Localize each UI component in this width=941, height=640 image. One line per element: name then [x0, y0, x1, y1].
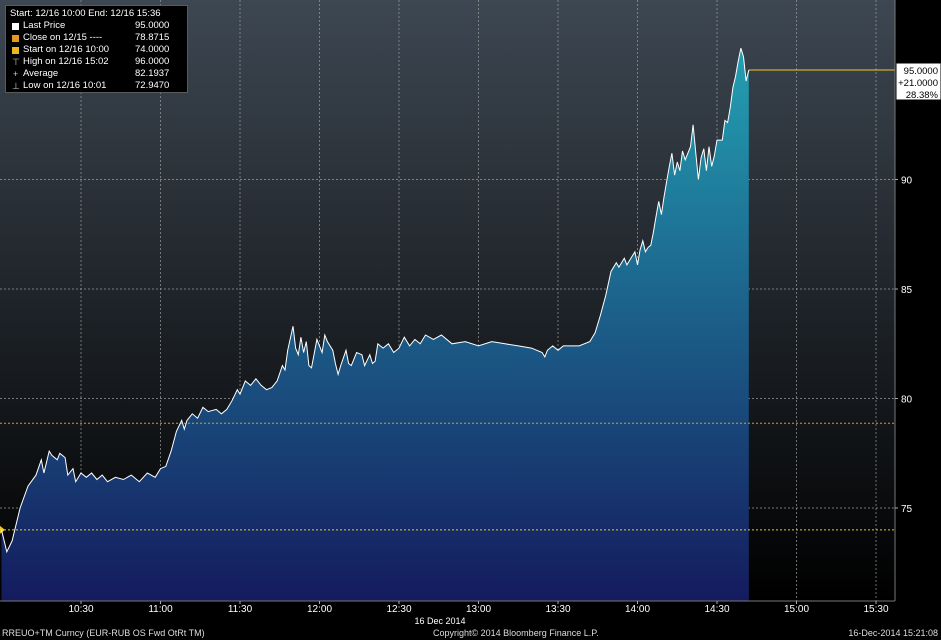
y-tick-label: 75	[901, 504, 913, 515]
legend-header: Start: 12/16 10:00 End: 12/16 15:36	[10, 8, 161, 19]
x-tick-label: 13:00	[466, 604, 491, 615]
x-tick-label: 15:00	[784, 604, 809, 615]
reference-lines	[0, 69, 896, 534]
x-tick-label: 14:30	[704, 604, 729, 615]
y-tick-label: 90	[901, 176, 913, 187]
legend-row-high: ⊤ High on 12/16 15:02 96.0000	[10, 56, 183, 68]
y-tick-label: 85	[901, 285, 913, 296]
x-tick-label: 14:00	[625, 604, 650, 615]
legend-label: Close on 12/15 ----	[23, 32, 103, 43]
legend-label: Last Price	[23, 20, 66, 31]
legend-value: 96.0000	[135, 56, 170, 67]
legend-row-last-price: Last Price 95.0000	[10, 20, 183, 32]
legend-row-close: Close on 12/15 ---- 78.8715	[10, 32, 183, 44]
legend-row-average: + Average 82.1937	[10, 68, 183, 80]
last-price-value: 95.0000	[904, 66, 938, 77]
legend-row-start: Start on 12/16 10:00 74.0000	[10, 44, 183, 56]
legend-label: Low on 12/16 10:01	[23, 80, 107, 91]
legend-value: 82.1937	[135, 68, 170, 79]
last-price-swatch	[12, 22, 19, 30]
close-swatch	[12, 34, 19, 42]
legend-value: 95.0000	[135, 20, 170, 31]
x-tick-label: 12:30	[386, 604, 411, 615]
legend-value: 74.0000	[135, 44, 170, 55]
ticker-label: RREUO+TM Curncy (EUR-RUB OS Fwd OtRt TM)	[2, 628, 205, 638]
copyright-label: Copyright© 2014 Bloomberg Finance L.P.	[433, 628, 599, 638]
x-tick-label: 12:00	[307, 604, 332, 615]
chart-legend: Start: 12/16 10:00 End: 12/16 15:36 Last…	[5, 5, 188, 93]
last-price-box: 95.0000 +21.0000 28.38%	[895, 62, 941, 101]
legend-value: 78.8715	[135, 32, 170, 43]
timestamp-label: 16-Dec-2014 15:21:08	[848, 628, 938, 638]
x-axis-date-label: 16 Dec 2014	[414, 616, 465, 626]
legend-label: Start on 12/16 10:00	[23, 44, 110, 55]
price-area	[1, 48, 749, 602]
x-tick-label: 11:00	[148, 604, 173, 615]
y-tick-label: 80	[901, 395, 913, 406]
chart-footer: RREUO+TM Curncy (EUR-RUB OS Fwd OtRt TM)…	[0, 626, 941, 640]
low-marker-icon: ⊥	[12, 81, 20, 91]
last-price-pct: 28.38%	[906, 90, 939, 101]
x-tick-label: 10:30	[68, 604, 93, 615]
start-swatch	[12, 46, 19, 54]
x-tick-label: 15:30	[863, 604, 888, 615]
legend-label: Average	[23, 68, 59, 79]
x-tick-label: 13:30	[545, 604, 570, 615]
legend-row-low: ⊥ Low on 12/16 10:01 72.9470	[10, 80, 183, 92]
price-line	[1, 47, 750, 554]
start-marker	[0, 525, 5, 534]
last-price-change: +21.0000	[898, 78, 938, 89]
x-tick-label: 11:30	[228, 604, 253, 615]
average-marker-icon: +	[12, 69, 19, 79]
axis-ticks: 10:30 11:00 11:30 12:00 12:30 13:00 13:30 14:00…	[68, 176, 912, 627]
legend-value: 72.9470	[135, 80, 170, 91]
high-marker-icon: ⊤	[12, 57, 20, 67]
legend-label: High on 12/16 15:02	[23, 56, 109, 67]
